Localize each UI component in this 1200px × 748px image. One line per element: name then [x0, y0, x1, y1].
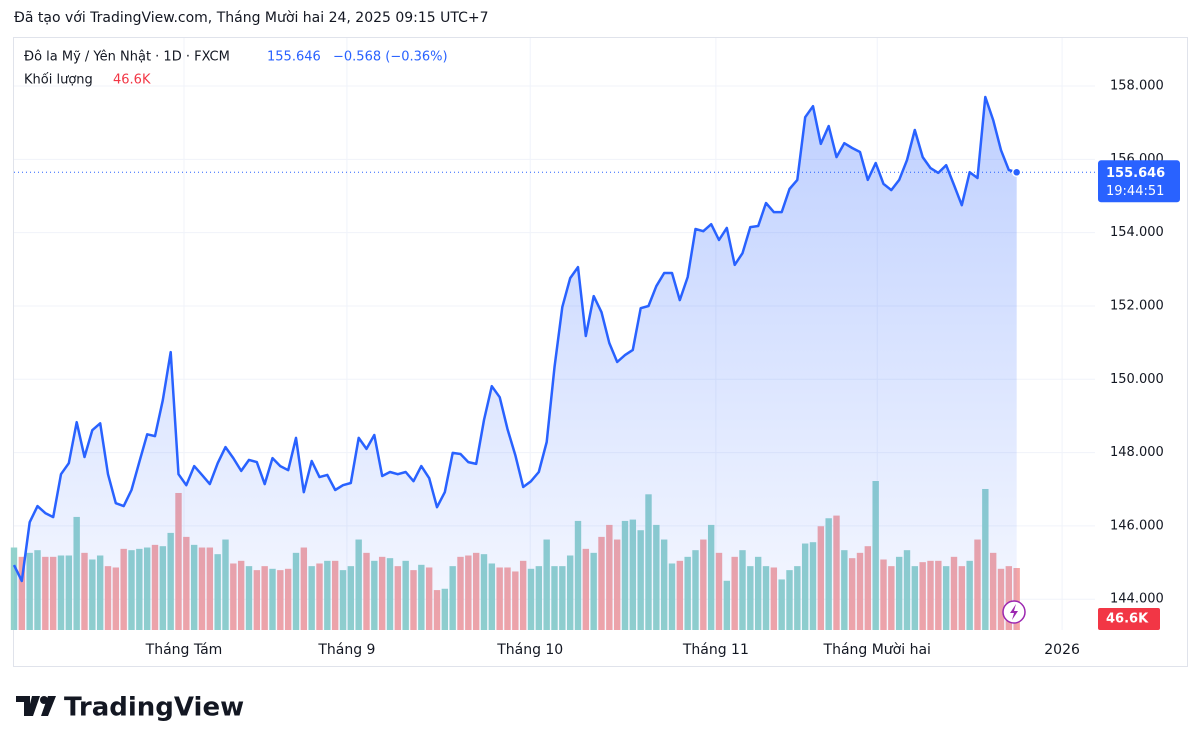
price-badge	[1098, 160, 1180, 203]
change: −0.568 (−0.36%)	[333, 50, 448, 65]
volume-badge	[1098, 608, 1160, 630]
x-tick-label: Tháng Tám	[145, 642, 223, 658]
price-line	[12, 95, 1018, 583]
volume-badge-label: 46.6K	[1106, 612, 1149, 627]
y-tick-label: 152.000	[1110, 298, 1164, 313]
x-tick-label: Tháng 10	[496, 642, 563, 658]
alert-icon[interactable]	[1002, 600, 1026, 624]
y-tick-label: 154.000	[1110, 225, 1164, 240]
x-tick-label: 2026	[1044, 642, 1080, 658]
credit: Đã tạo với TradingView.com, Tháng Mười h…	[14, 10, 489, 26]
y-tick-label: 150.000	[1110, 372, 1164, 387]
price-area	[14, 97, 1017, 630]
y-tick-label: 148.000	[1110, 445, 1164, 460]
y-tick-label: 144.000	[1110, 592, 1164, 607]
x-tick-label: Tháng 9	[317, 642, 375, 658]
chart-frame	[13, 37, 1188, 667]
last-point	[1011, 167, 1022, 178]
y-tick-label: 146.000	[1110, 518, 1164, 533]
logo	[16, 696, 56, 716]
price-badge-label: 155.646	[1106, 166, 1165, 181]
x-tick-label: Tháng Mười hai	[823, 642, 931, 658]
volume-title: Khối lượng	[24, 73, 93, 88]
symbol: Đô la Mỹ / Yên Nhật · 1D · FXCM	[24, 50, 230, 65]
x-tick-label: Tháng 11	[682, 642, 749, 658]
countdown: 19:44:51	[1106, 184, 1164, 199]
volume-value: 46.6K	[113, 73, 151, 88]
brand: TradingView	[64, 693, 244, 723]
last-price: 155.646	[267, 50, 321, 65]
y-tick-label: 158.000	[1110, 79, 1164, 94]
